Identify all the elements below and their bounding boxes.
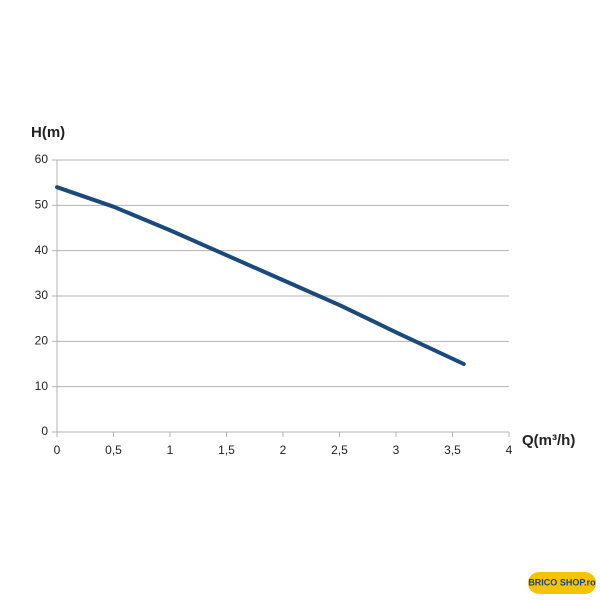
x-tick-label: 2 (280, 443, 287, 457)
x-tick-label: 4 (506, 443, 513, 457)
y-tick-label: 30 (35, 288, 49, 302)
logo-text: BRICO SHOP.ro (528, 577, 596, 587)
x-tick-label: 1 (167, 443, 174, 457)
y-tick-label: 20 (35, 334, 49, 348)
logo-badge (528, 572, 596, 594)
logo: BRICO SHOP.ro (528, 572, 596, 594)
x-tick-label: 0,5 (105, 443, 122, 457)
y-tick-label: 60 (35, 152, 49, 166)
x-tick-label: 3,5 (444, 443, 461, 457)
x-tick-label: 0 (54, 443, 61, 457)
x-tick-label: 1,5 (218, 443, 235, 457)
y-tick-label: 50 (35, 198, 49, 212)
x-tick-label: 2,5 (331, 443, 348, 457)
y-tick-label: 10 (35, 379, 49, 393)
x-axis-title: Q(m³/h) (522, 432, 575, 449)
x-tick-label: 3 (393, 443, 400, 457)
y-tick-label: 40 (35, 243, 49, 257)
y-axis-title: H(m) (31, 124, 65, 141)
data-line (55, 185, 466, 366)
y-tick-label: 0 (41, 424, 48, 438)
